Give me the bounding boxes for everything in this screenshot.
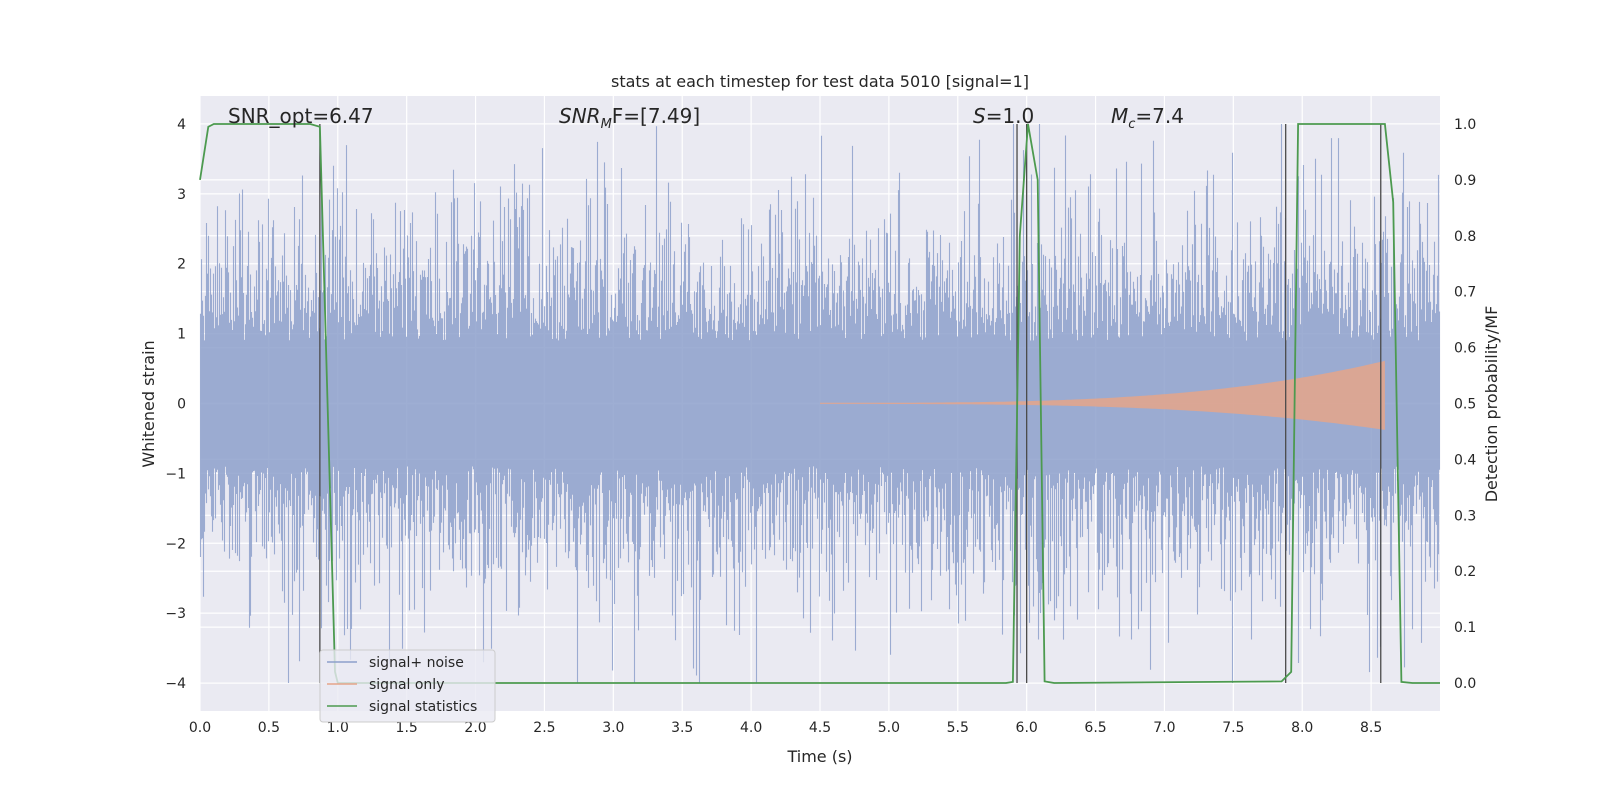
annotation-mc: Mc=7.4 [1111,104,1184,132]
y-tick-label-right: 0.1 [1454,620,1476,636]
y-tick-label-left: −4 [165,676,186,692]
series-signal-only [820,360,1385,430]
annotation-snr-mf-rest: F=[7.49] [612,104,700,128]
y-tick-label-right: 0.9 [1454,173,1476,189]
annotation-s-main: S [973,104,986,128]
annotation-s: S=1.0 [973,104,1034,128]
chart-title: stats at each timestep for test data 501… [611,72,1029,91]
y-tick-label-right: 0.0 [1454,676,1476,692]
x-tick-label: 2.0 [464,720,486,736]
x-tick-label: 8.0 [1291,720,1313,736]
legend-box [319,649,496,723]
legend-label-signal-only: signal only [369,677,444,693]
x-tick-label: 4.0 [740,720,762,736]
y-tick-label-right: 0.4 [1454,452,1476,468]
annotation-snr-opt: SNR_opt=6.47 [228,104,374,128]
y-tick-label-right: 0.3 [1454,508,1476,524]
tick-labels: 0.0 0.5 1.0 1.5 2.0 2.5 3.0 3.5 4.0 4.5 5.0 5.5 6.0 6… [165,117,1476,736]
y-tick-label-right: 1.0 [1454,117,1476,133]
y-tick-label-left: −2 [165,536,186,552]
annotation-s-rest: =1.0 [986,104,1035,128]
legend-label-signal-statistics: signal statistics [369,699,477,715]
x-tick-label: 0.0 [189,720,211,736]
y-axis-left-label: Whitened strain [139,340,158,467]
annotation-mc-sub: c [1128,117,1135,132]
x-tick-label: 1.5 [396,720,418,736]
x-tick-label: 3.5 [671,720,693,736]
x-axis-label: Time (s) [786,747,852,766]
x-tick-label: 0.5 [258,720,280,736]
x-tick-label: 8.5 [1360,720,1382,736]
y-tick-label-right: 0.6 [1454,341,1476,357]
y-tick-label-left: 1 [177,327,186,343]
annotation-mc-rest: =7.4 [1135,104,1184,128]
y-tick-label-left: −1 [165,466,186,482]
x-tick-label: 6.0 [1016,720,1038,736]
y-tick-label-left: 0 [177,397,186,413]
y-tick-label-left: −3 [165,606,186,622]
x-tick-label: 5.5 [947,720,969,736]
x-tick-label: 1.0 [327,720,349,736]
annotation-snr-mf: SNRMF=[7.49] [559,104,700,132]
x-tick-label: 4.5 [809,720,831,736]
annotation-mc-main: M [1111,104,1128,128]
x-tick-label: 6.5 [1084,720,1106,736]
x-tick-label: 7.5 [1222,720,1244,736]
y-tick-label-left: 3 [177,187,186,203]
y-tick-label-left: 2 [177,257,186,273]
annotation-snr-mf-main: SNR [559,104,601,128]
x-tick-label: 7.0 [1153,720,1175,736]
x-tick-label: 2.5 [533,720,555,736]
y-tick-label-right: 0.5 [1454,397,1476,413]
y-tick-label-left: 4 [177,117,186,133]
annotation-snr-mf-sub: M [601,117,612,132]
y-axis-right-label: Detection probability/MF [1482,306,1501,503]
series-layer [199,123,1441,684]
x-tick-label: 3.0 [602,720,624,736]
legend: signal+ noise signal only signal statist… [319,649,496,723]
series-signal-statistics [199,123,1440,684]
x-tick-label: 5.0 [878,720,900,736]
y-tick-label-right: 0.2 [1454,564,1476,580]
y-tick-label-right: 0.8 [1454,229,1476,245]
legend-label-signal-noise: signal+ noise [369,655,464,671]
y-tick-label-right: 0.7 [1454,285,1476,301]
